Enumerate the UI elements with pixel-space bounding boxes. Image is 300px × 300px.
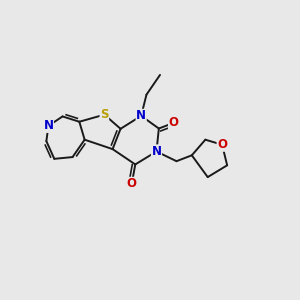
Text: N: N	[136, 109, 146, 122]
Text: N: N	[44, 119, 53, 132]
Text: N: N	[152, 145, 161, 158]
Text: O: O	[217, 138, 227, 151]
Text: O: O	[127, 177, 137, 190]
Text: O: O	[169, 116, 178, 129]
Text: S: S	[100, 108, 109, 121]
